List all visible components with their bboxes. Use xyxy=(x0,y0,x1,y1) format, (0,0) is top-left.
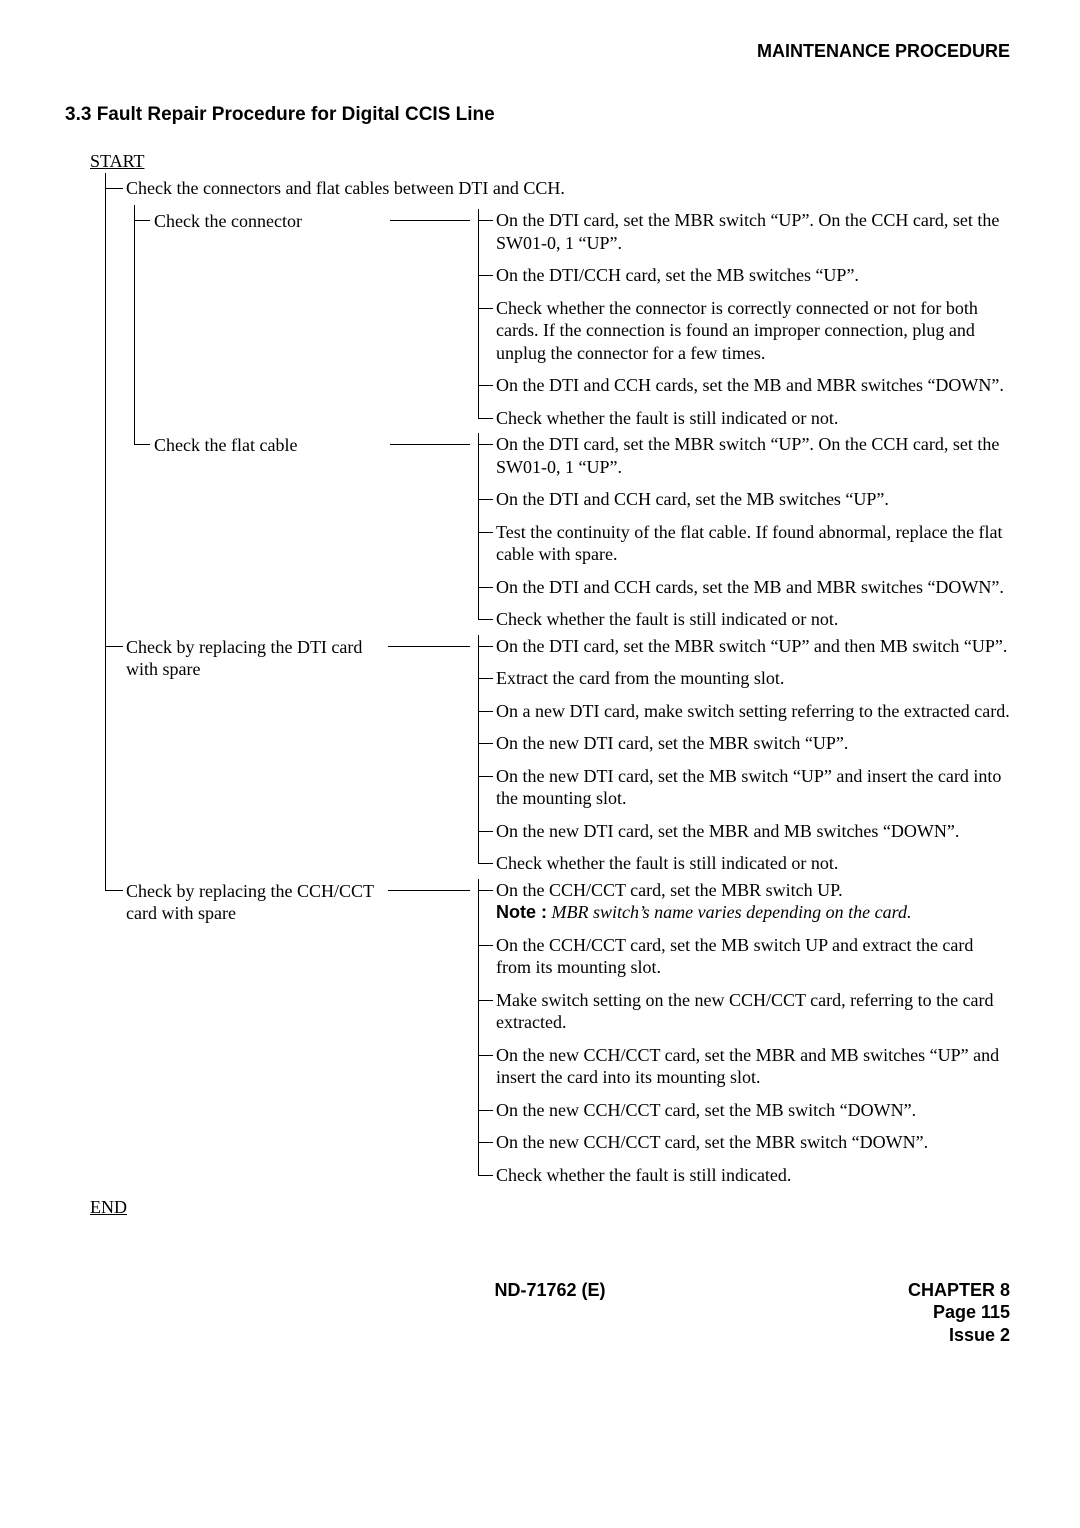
leaf: On the CCH/CCT card, set the MBR switch … xyxy=(470,879,1010,934)
tree-item: Check the connector On the DTI card, set… xyxy=(126,209,1010,433)
note-label: Note : xyxy=(496,902,547,922)
leaf: On the DTI and CCH cards, set the MB and… xyxy=(470,576,1010,609)
leaf: On the DTI card, set the MBR switch “UP”… xyxy=(470,433,1010,488)
leaf: Make switch setting on the new CCH/CCT c… xyxy=(470,989,1010,1044)
leaf: On a new DTI card, make switch setting r… xyxy=(470,700,1010,733)
leaf-list: On the DTI card, set the MBR switch “UP”… xyxy=(470,635,1010,879)
leaf: On the new CCH/CCT card, set the MB swit… xyxy=(470,1099,1010,1132)
note-text: MBR switch’s name varies depending on th… xyxy=(547,902,911,922)
tree-item: Check by replacing the CCH/CCT card with… xyxy=(90,879,1010,1191)
leaf-list: On the DTI card, set the MBR switch “UP”… xyxy=(470,433,1010,635)
leaf: On the new CCH/CCT card, set the MBR and… xyxy=(470,1044,1010,1099)
leaf: On the new DTI card, set the MBR and MB … xyxy=(470,820,1010,853)
leaf: Check whether the fault is still indicat… xyxy=(470,852,1010,879)
leaf-text: On the CCH/CCT card, set the MBR switch … xyxy=(496,880,843,900)
leaf: Test the continuity of the flat cable. I… xyxy=(470,521,1010,576)
rule-line xyxy=(388,635,470,647)
tree-item: Check the flat cable On the DTI card, se… xyxy=(126,433,1010,635)
leaf: Check whether the fault is still indicat… xyxy=(470,608,1010,635)
leaf-list: On the CCH/CCT card, set the MBR switch … xyxy=(470,879,1010,1191)
doc-id: ND-71762 (E) xyxy=(397,1279,704,1347)
leaf: Check whether the fault is still indicat… xyxy=(470,1164,1010,1191)
leaf: On the DTI card, set the MBR switch “UP”… xyxy=(470,209,1010,264)
leaf: Check whether the connector is correctly… xyxy=(470,297,1010,375)
footer-issue: Issue 2 xyxy=(703,1324,1010,1347)
footer-page: Page 115 xyxy=(703,1301,1010,1324)
connector-subtree: Check the connector On the DTI card, set… xyxy=(126,205,1010,635)
rule-line xyxy=(390,433,470,445)
leaf: On the DTI card, set the MBR switch “UP”… xyxy=(470,635,1010,668)
branch-check-flat-cable: Check the flat cable xyxy=(154,433,390,457)
rule-line xyxy=(388,879,470,891)
branch-check-connector: Check the connector xyxy=(154,209,390,233)
leaf: On the new CCH/CCT card, set the MBR swi… xyxy=(470,1131,1010,1164)
leaf-list: On the DTI card, set the MBR switch “UP”… xyxy=(470,209,1010,433)
leaf: On the CCH/CCT card, set the MB switch U… xyxy=(470,934,1010,989)
leaf: On the DTI and CCH card, set the MB swit… xyxy=(470,488,1010,521)
leaf: On the DTI/CCH card, set the MB switches… xyxy=(470,264,1010,297)
leaf: Extract the card from the mounting slot. xyxy=(470,667,1010,700)
end-label: END xyxy=(90,1196,1010,1219)
leaf: Check whether the fault is still indicat… xyxy=(470,407,1010,434)
tree-item: Check by replacing the DTI card with spa… xyxy=(90,635,1010,879)
start-label: START xyxy=(90,150,1010,173)
rule-line xyxy=(390,209,470,221)
branch-replace-dti: Check by replacing the DTI card with spa… xyxy=(126,635,388,681)
header-procedure: MAINTENANCE PROCEDURE xyxy=(90,40,1010,63)
step-check-connectors: Check the connectors and flat cables bet… xyxy=(126,177,1010,200)
leaf: On the DTI and CCH cards, set the MB and… xyxy=(470,374,1010,407)
leaf: On the new DTI card, set the MBR switch … xyxy=(470,732,1010,765)
section-title: 3.3 Fault Repair Procedure for Digital C… xyxy=(65,103,1010,127)
tree-item: Check the connectors and flat cables bet… xyxy=(90,177,1010,635)
branch-replace-cch: Check by replacing the CCH/CCT card with… xyxy=(126,879,388,925)
procedure-tree: Check the connectors and flat cables bet… xyxy=(90,173,1010,1191)
footer-chapter: CHAPTER 8 xyxy=(703,1279,1010,1302)
leaf: On the new DTI card, set the MB switch “… xyxy=(470,765,1010,820)
page-footer: ND-71762 (E) CHAPTER 8 Page 115 Issue 2 xyxy=(90,1279,1010,1347)
